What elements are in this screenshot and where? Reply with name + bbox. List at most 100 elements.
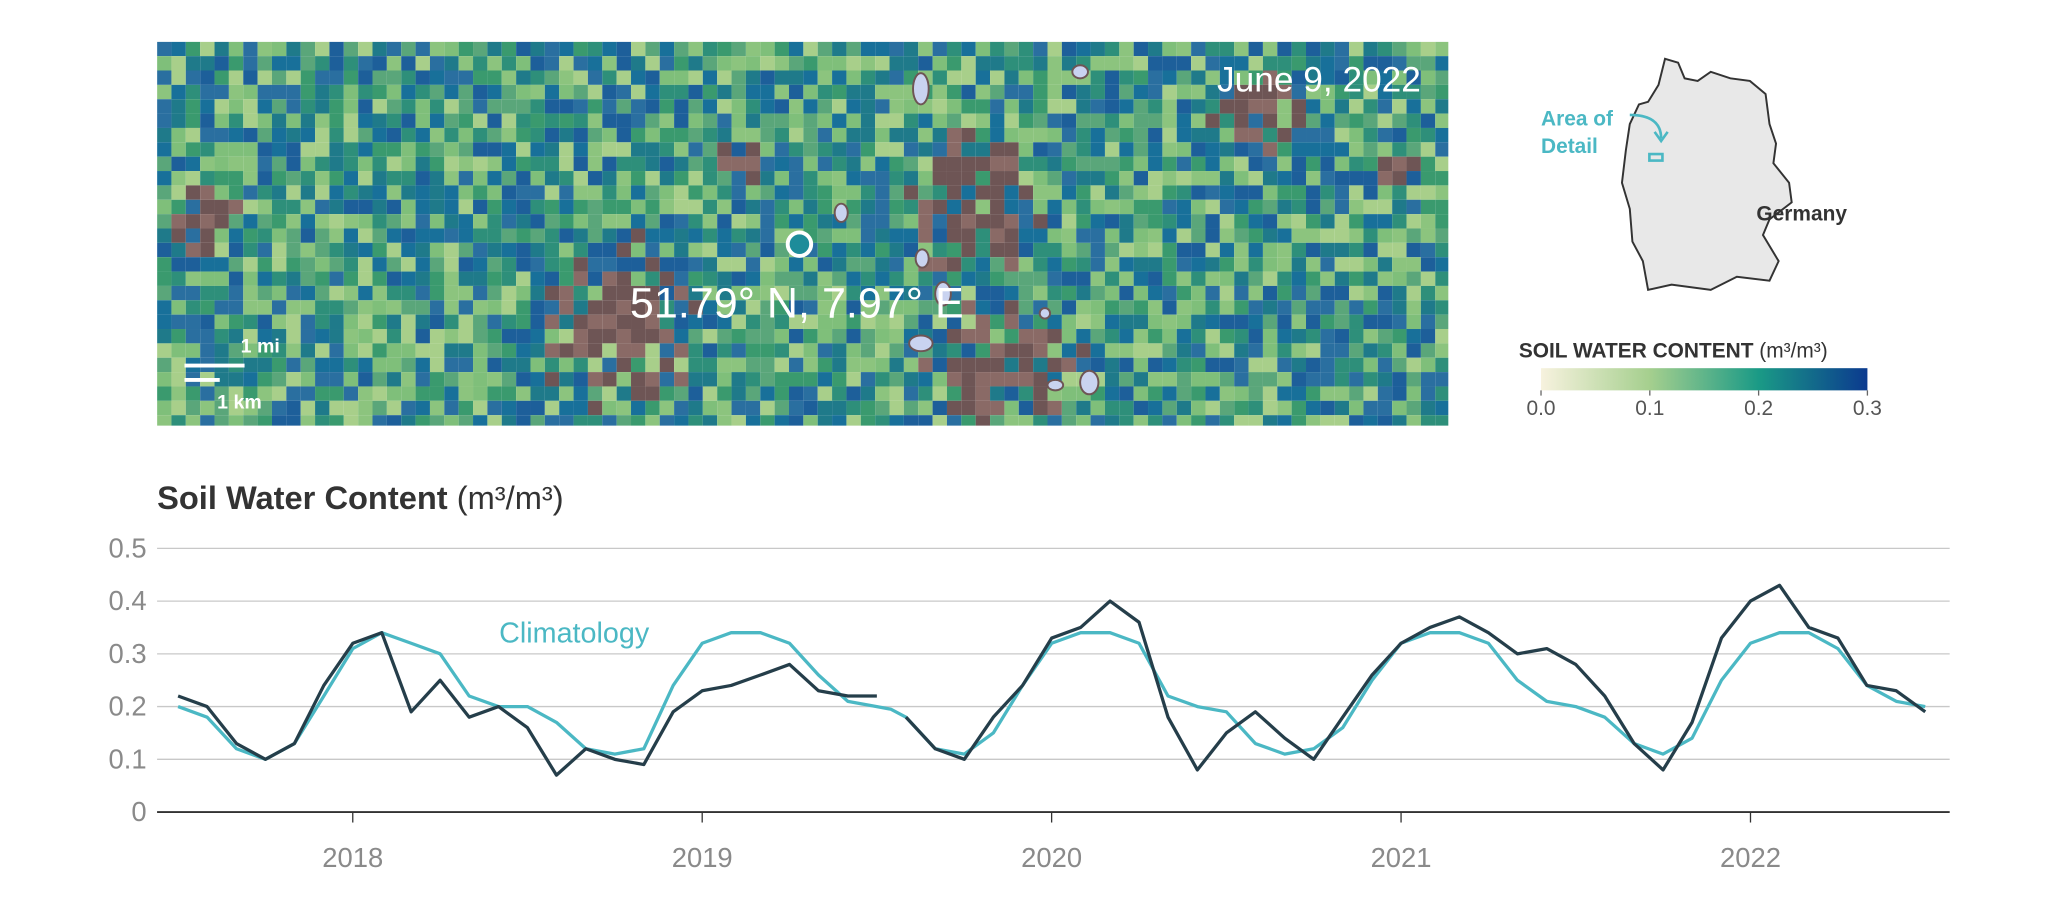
map-pixel: [875, 142, 890, 157]
map-pixel: [458, 357, 474, 373]
map-pixel: [760, 314, 775, 330]
map-pixel: [271, 300, 287, 315]
map-pixel: [401, 400, 416, 416]
map-pixel: [329, 113, 344, 128]
map-pixel: [760, 56, 775, 71]
map-pixel: [1406, 41, 1421, 57]
map-pixel: [788, 70, 804, 85]
map-pixel: [688, 41, 703, 57]
map-pixel: [717, 99, 732, 114]
map-pixel: [200, 415, 215, 426]
map-pixel: [745, 329, 761, 344]
map-pixel: [889, 171, 904, 186]
map-pixel: [257, 300, 272, 315]
map-pixel: [1377, 372, 1393, 387]
map-pixel: [990, 271, 1005, 286]
map-pixel: [774, 199, 789, 215]
map-pixel: [1104, 343, 1120, 358]
map-pixel: [717, 127, 732, 143]
map-pixel: [860, 199, 876, 215]
map-pixel: [286, 285, 301, 301]
map-pixel: [1320, 329, 1335, 344]
map-pixel: [702, 242, 718, 258]
map-pixel: [429, 41, 445, 57]
map-pixel: [1306, 257, 1321, 272]
map-pixel: [1205, 214, 1220, 229]
map-pixel: [358, 127, 373, 143]
map-pixel: [458, 70, 474, 85]
map-pixel: [286, 257, 301, 272]
map-pixel: [702, 99, 718, 114]
map-pixel: [329, 271, 344, 286]
inset-label: Detail: [1541, 135, 1598, 158]
map-pixel: [760, 199, 775, 215]
map-pixel: [185, 242, 201, 258]
map-pixel: [1435, 415, 1449, 426]
map-pixel: [1406, 142, 1421, 157]
map-pixel: [386, 199, 402, 215]
map-pixel: [946, 271, 962, 286]
map-pixel: [631, 127, 646, 143]
map-pixel: [1420, 84, 1436, 100]
map-pixel: [1133, 415, 1149, 426]
map-pixel: [1061, 214, 1077, 229]
map-pixel: [1133, 56, 1149, 71]
map-pixel: [1205, 199, 1220, 215]
map-pixel: [487, 156, 502, 172]
map-pixel: [832, 41, 847, 57]
map-pixel: [1306, 329, 1321, 344]
map-pixel: [1119, 185, 1134, 200]
map-pixel: [918, 372, 933, 387]
map-pixel: [358, 228, 373, 243]
map-pixel: [516, 199, 531, 215]
map-pixel: [918, 214, 933, 229]
map-pixel: [616, 357, 632, 373]
map-pixel: [1406, 228, 1421, 243]
map-pixel: [1004, 113, 1019, 128]
map-pixel: [631, 228, 646, 243]
map-pixel: [157, 357, 172, 373]
map-pixel: [645, 271, 660, 286]
map-pixel: [358, 343, 373, 358]
map-pixel: [228, 271, 244, 286]
map-pixel: [1406, 314, 1421, 330]
map-pixel: [1176, 300, 1192, 315]
map-pixel: [803, 185, 818, 200]
map-pixel: [1047, 329, 1062, 344]
map-pixel: [1004, 41, 1019, 57]
map-pixel: [157, 386, 172, 401]
map-pixel: [846, 156, 861, 172]
map-pixel: [444, 329, 459, 344]
map-pixel: [745, 41, 761, 57]
map-pixel: [961, 113, 976, 128]
map-pixel: [1191, 242, 1206, 258]
map-pixel: [1248, 343, 1263, 358]
map-pixel: [1090, 127, 1105, 143]
map-pixel: [1248, 56, 1263, 71]
map-pixel: [1162, 329, 1177, 344]
map-pixel: [717, 314, 732, 330]
map-pixel: [717, 214, 732, 229]
map-pixel: [1277, 343, 1292, 358]
map-pixel: [1076, 199, 1091, 215]
map-pixel: [559, 329, 574, 344]
map-pixel: [1076, 41, 1091, 57]
map-pixel: [157, 400, 172, 416]
map-pixel: [788, 372, 804, 387]
colorbar-tick-label: 0.3: [1853, 397, 1882, 420]
map-pixel: [1435, 156, 1449, 172]
map-pixel: [932, 372, 947, 387]
map-pixel: [487, 314, 502, 330]
map-pixel: [257, 415, 272, 426]
map-pixel: [1349, 214, 1364, 229]
map-pixel: [788, 271, 804, 286]
map-pixel: [889, 214, 904, 229]
map-pixel: [1047, 113, 1062, 128]
map-pixel: [200, 285, 215, 301]
map-pixel: [688, 242, 703, 258]
map-pixel: [157, 199, 172, 215]
map-pixel: [889, 113, 904, 128]
map-pixel: [1162, 70, 1177, 85]
map-pixel: [889, 314, 904, 330]
map-pixel: [372, 171, 387, 186]
